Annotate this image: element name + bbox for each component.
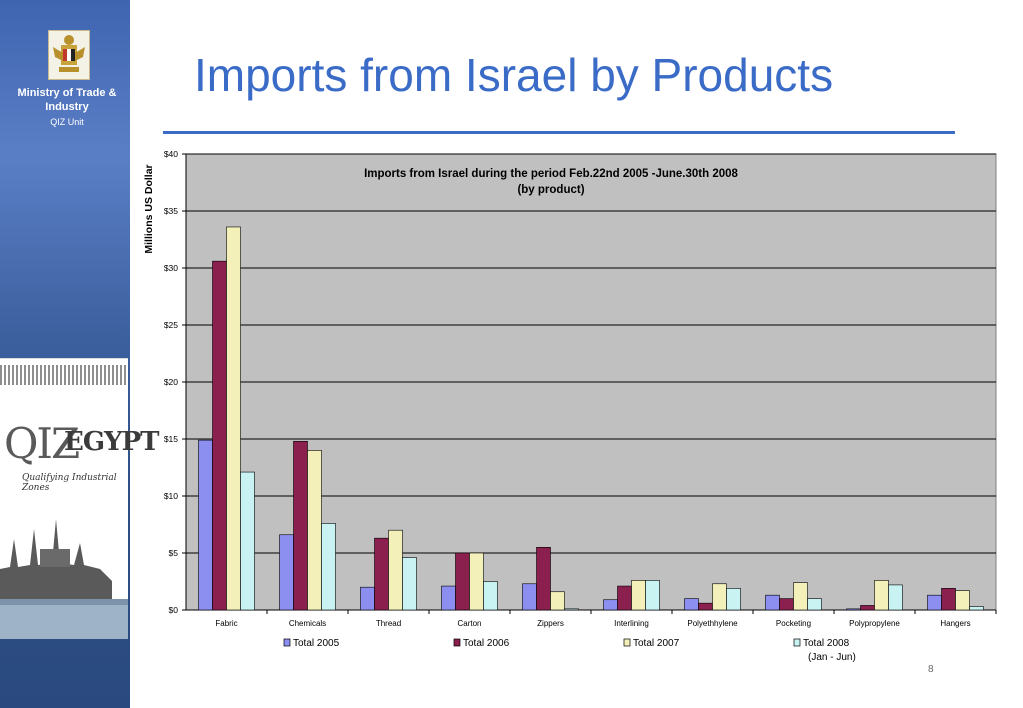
bar-total-2005 bbox=[198, 439, 213, 611]
chart-title-line1: Imports from Israel during the period Fe… bbox=[364, 168, 738, 180]
cargo-ship-icon bbox=[0, 499, 128, 639]
logo-egypt-text: EGYPT bbox=[64, 427, 159, 457]
x-tick-label: Polyethhylene bbox=[687, 619, 738, 628]
unit-label: QIZ Unit bbox=[50, 117, 84, 127]
bar-total-2008 bbox=[726, 588, 741, 611]
bar-total-2007 bbox=[550, 591, 565, 611]
qiz-egypt-logo: QIZ EGYPT Qualifying Industrial Zones bbox=[2, 419, 159, 499]
bar-total-2007 bbox=[469, 552, 484, 611]
decorative-stripe bbox=[0, 365, 128, 385]
slide-title: Imports from Israel by Products bbox=[194, 49, 834, 101]
legend-swatch bbox=[623, 638, 631, 647]
bar-total-2006 bbox=[374, 537, 389, 611]
legend-label: Total 2005 bbox=[293, 638, 340, 649]
bar-total-2006 bbox=[455, 552, 470, 611]
bar-total-2008 bbox=[969, 606, 984, 611]
x-tick-label: Hangers bbox=[940, 619, 970, 628]
title-underline bbox=[163, 131, 955, 134]
bar-total-2006 bbox=[941, 588, 956, 611]
bar-total-2008 bbox=[483, 581, 498, 611]
egypt-emblem-icon bbox=[48, 30, 90, 80]
bar-total-2005 bbox=[603, 599, 618, 611]
bar-total-2007 bbox=[712, 583, 727, 611]
bar-total-2008 bbox=[888, 584, 903, 611]
bar-total-2006 bbox=[698, 602, 713, 611]
imports-bar-chart: $0 $5 $10 $15 $20 $25 $30 $35 $40 Millions US Dol… bbox=[143, 149, 997, 663]
bar-total-2008 bbox=[402, 557, 417, 611]
legend-swatch bbox=[453, 638, 461, 647]
legend-label: Total 2007 bbox=[633, 638, 680, 649]
bar-total-2005 bbox=[441, 585, 456, 611]
y-tick-label: $10 bbox=[164, 491, 178, 501]
bar-total-2005 bbox=[927, 594, 942, 611]
bar-total-2006 bbox=[779, 598, 794, 611]
bar-total-2008 bbox=[321, 523, 336, 611]
bar-total-2005 bbox=[522, 583, 537, 611]
x-tick-label: Zippers bbox=[537, 619, 564, 628]
y-tick-label: $30 bbox=[164, 263, 178, 273]
y-tick-label: $20 bbox=[164, 377, 178, 387]
bar-total-2007 bbox=[874, 580, 889, 611]
y-tick-label: $5 bbox=[169, 548, 179, 558]
bar-total-2006 bbox=[212, 260, 227, 611]
logo-subtitle: Qualifying Industrial Zones bbox=[22, 473, 117, 493]
qiz-egypt-logo-panel: QIZ EGYPT Qualifying Industrial Zones bbox=[0, 358, 159, 639]
x-tick-label: Interlining bbox=[614, 619, 649, 628]
bar-total-2007 bbox=[226, 226, 241, 611]
bar-total-2005 bbox=[279, 534, 294, 611]
bar-total-2006 bbox=[617, 585, 632, 611]
ministry-label: Ministry of Trade & Industry bbox=[17, 87, 117, 113]
x-tick-label: Thread bbox=[376, 619, 401, 628]
bar-total-2008 bbox=[240, 471, 255, 611]
x-tick-label: Pocketing bbox=[776, 619, 811, 628]
bar-total-2007 bbox=[307, 450, 322, 611]
bar-total-2005 bbox=[846, 608, 861, 611]
logo-qiz-text: QIZ bbox=[4, 419, 80, 468]
left-sidebar: Ministry of Trade & Industry QIZ Unit QI… bbox=[0, 0, 159, 708]
bar-total-2005 bbox=[360, 586, 375, 611]
bar-total-2006 bbox=[293, 440, 308, 611]
legend-swatch bbox=[283, 638, 291, 647]
bar-total-2008 bbox=[645, 580, 660, 611]
bar-total-2006 bbox=[860, 605, 875, 611]
y-tick-label: $40 bbox=[164, 149, 178, 159]
page-number: 8 bbox=[928, 664, 934, 675]
legend-label-line2: (Jan - Jun) bbox=[808, 652, 856, 663]
x-tick-label: Fabric bbox=[215, 619, 237, 628]
bar-total-2008 bbox=[807, 598, 822, 611]
bar-total-2007 bbox=[955, 590, 970, 611]
x-tick-label: Polypropylene bbox=[849, 619, 900, 628]
x-tick-label: Carton bbox=[457, 619, 481, 628]
y-tick-label: $35 bbox=[164, 206, 178, 216]
x-tick-label: Chemicals bbox=[289, 619, 326, 628]
y-axis-label: Millions US Dollar bbox=[143, 164, 155, 253]
legend-label: Total 2008 bbox=[803, 638, 850, 649]
y-tick-label: $25 bbox=[164, 320, 178, 330]
y-tick-label: $15 bbox=[164, 434, 178, 444]
bar-total-2005 bbox=[684, 598, 699, 611]
y-tick-label: $0 bbox=[169, 605, 179, 615]
legend-label: Total 2006 bbox=[463, 638, 510, 649]
legend-swatch bbox=[793, 638, 801, 647]
chart-title-line2: (by product) bbox=[517, 184, 584, 196]
bar-total-2005 bbox=[765, 594, 780, 611]
bar-total-2007 bbox=[631, 580, 646, 611]
bar-total-2008 bbox=[564, 608, 579, 611]
bar-total-2006 bbox=[536, 546, 551, 611]
bar-total-2007 bbox=[793, 582, 808, 611]
bar-total-2007 bbox=[388, 529, 403, 611]
